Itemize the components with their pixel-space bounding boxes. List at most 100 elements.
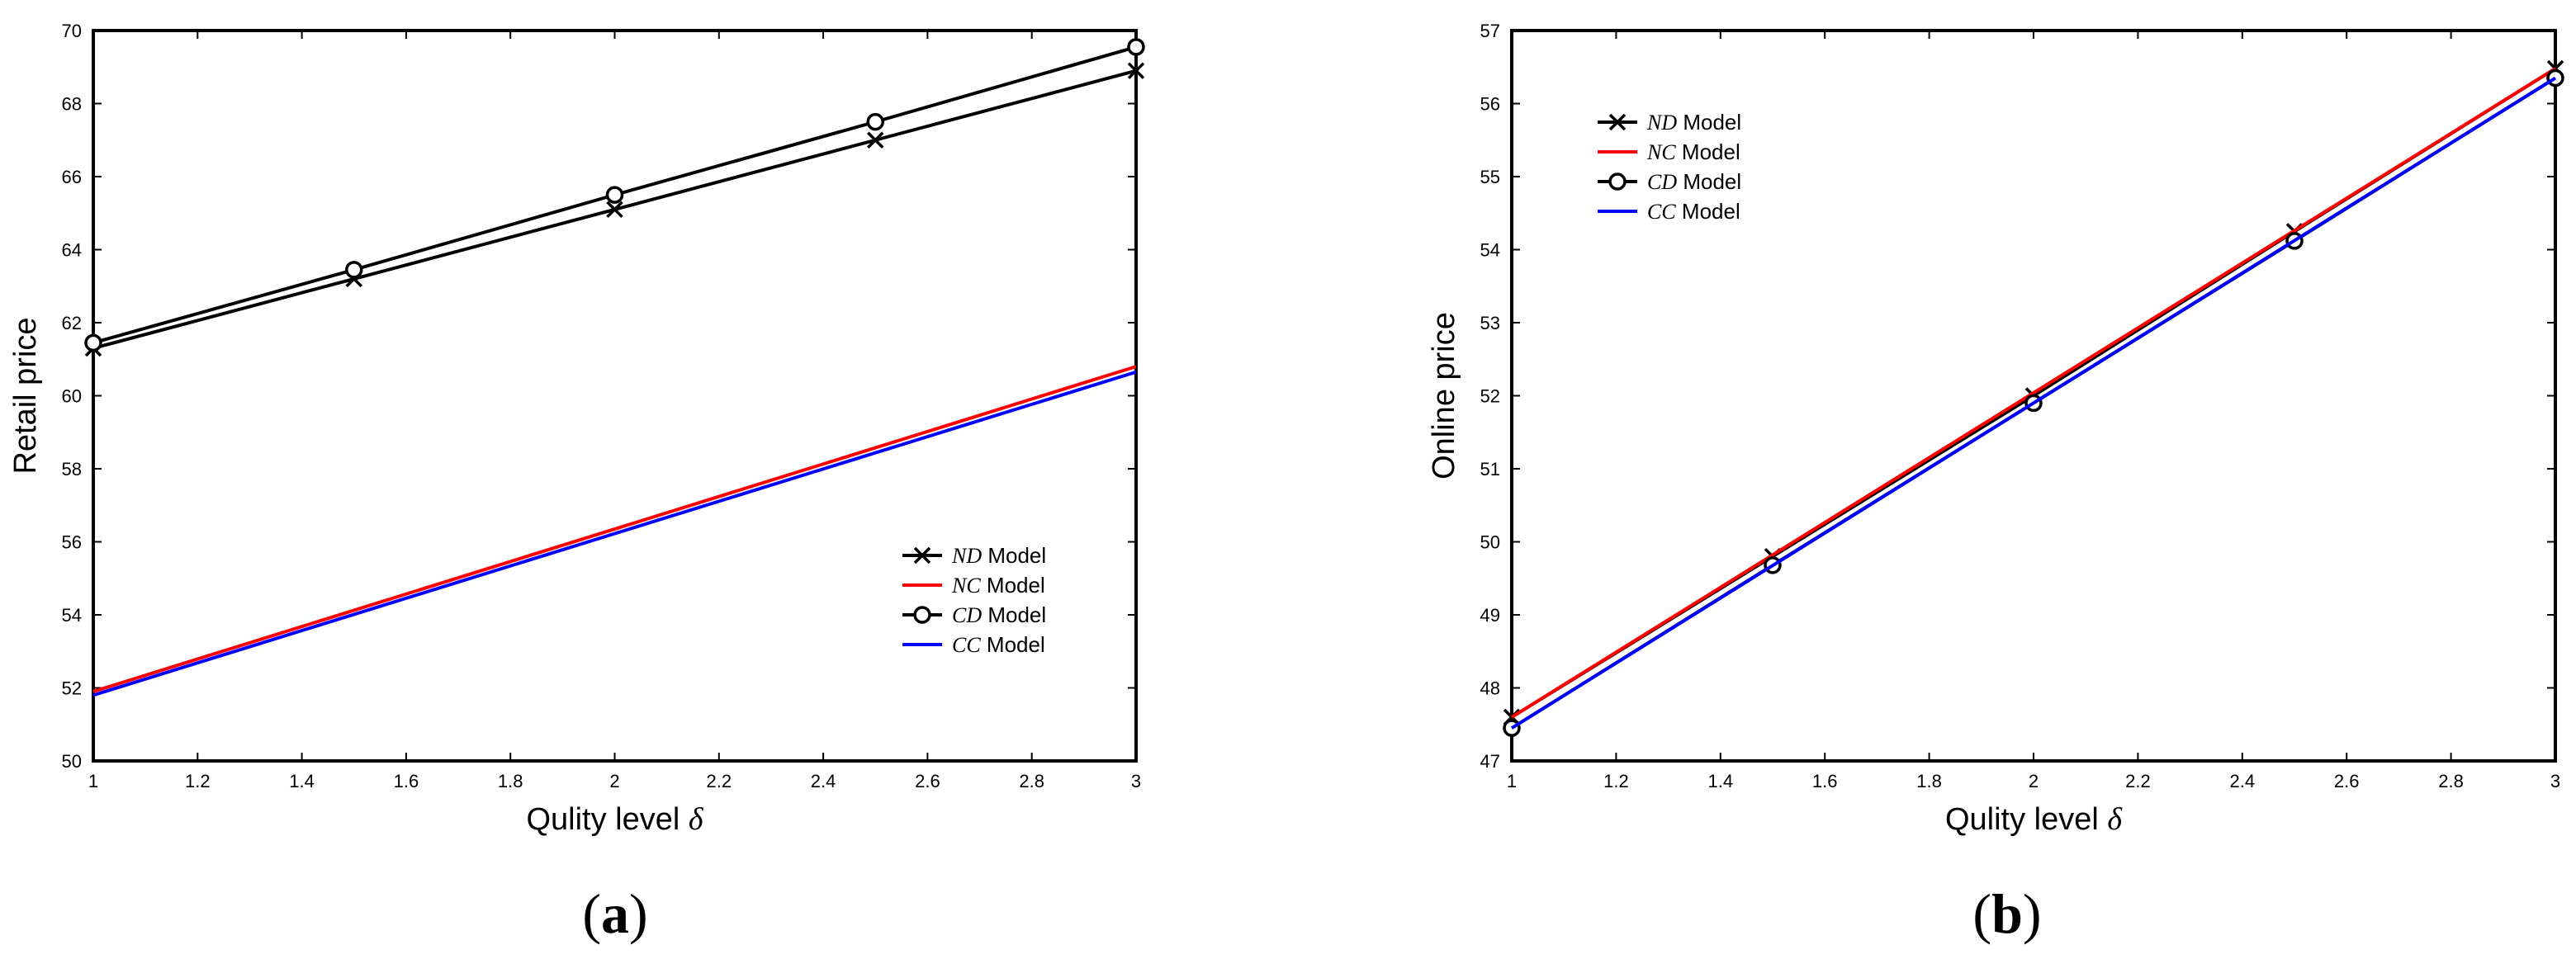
series-group [84,38,1145,697]
data-point-cd [1127,38,1145,56]
panel-label: (a) [582,882,647,945]
y-tick-label: 66 [62,167,82,187]
y-tick-label: 56 [62,532,82,553]
x-tick-label: 2 [2029,771,2039,791]
legend-label-suffix: Model [1676,139,1740,164]
legend-label-model-code: CC [1647,200,1676,224]
panel-label-part: ) [629,882,648,945]
y-tick-label: 51 [1480,459,1500,480]
legend-label-suffix: Model [982,543,1046,568]
legend-label-suffix: Model [982,602,1046,627]
legend-label: CD Model [1647,169,1741,194]
legend-marker [913,606,931,624]
legend-marker-stroke-b [1608,113,1627,131]
series-line-nc [92,365,1137,693]
legend-label-suffix: Model [981,632,1045,657]
legend-label: CD Model [952,602,1046,627]
x-tick-label: 3 [2550,771,2560,791]
x-tick-label: 2 [609,771,619,791]
series-group [1503,59,2564,737]
x-tick-label: 1.2 [1603,771,1629,791]
legend-label: ND Model [1646,110,1741,135]
data-point-cd [345,261,363,279]
legend-label-model-code: NC [1646,140,1676,164]
x-tick-label: 1.6 [394,771,419,791]
legend-label-suffix: Model [1677,169,1741,194]
x-tick-label: 2.4 [811,771,836,791]
x-tick-label: 2.4 [2230,771,2256,791]
x-axis-label-text: Qulity level [1945,802,2107,837]
data-point-cd [84,333,102,352]
panel-label-part: ) [2023,882,2042,945]
legend-label: CC Model [1647,199,1740,224]
y-tick-label: 70 [62,21,82,41]
chart-panel-b: 1 1.2 1.4 1.6 1.8 2 2.2 2.4 2.6 2.8 3 47 48 49 50 51 52 5… [1427,21,2564,945]
x-tick-label: 1 [88,771,98,791]
data-point-nd-stroke-b [606,201,623,219]
x-tick-label: 2.6 [2334,771,2360,791]
chart-panel-a: 1 1.2 1.4 1.6 1.8 2 2.2 2.4 2.6 2.8 3 50 52 54 56 58 60 6… [8,21,1145,945]
legend-marker [1608,172,1627,191]
x-tick-label: 1.8 [498,771,523,791]
data-point-nd [606,201,623,219]
x-tick-label: 1.4 [1708,771,1734,791]
y-tick-label: 55 [1480,167,1500,187]
legend-label-model-code: CC [952,633,981,657]
legend-item-nd: ND Model [902,543,1046,568]
legend-marker-stroke-b [913,546,931,565]
legend-label: NC Model [1646,139,1740,164]
x-tick-label: 1.6 [1812,771,1838,791]
data-point-nd [1127,62,1145,79]
x-tick-label: 1 [1507,771,1517,791]
y-tick-label: 49 [1480,605,1500,626]
y-tick-label: 54 [62,605,82,626]
x-tick-label: 2.8 [1019,771,1044,791]
y-axis-label: Online price [1427,312,1461,480]
series-line-nc [1510,67,2557,719]
legend-label-model-code: ND [1646,111,1677,135]
data-point-cd [605,186,624,204]
y-tick-label: 50 [62,751,82,772]
y-tick-label: 52 [62,678,82,699]
legend-item-nd: ND Model [1598,110,1741,135]
x-tick-label: 2.8 [2438,771,2464,791]
y-tick-label: 52 [1480,386,1500,407]
series-cc [1510,76,2557,730]
y-tick-label: 47 [1480,751,1500,772]
legend-item-nc: NC Model [1598,139,1740,164]
legend-marker [1608,113,1627,131]
legend-label-suffix: Model [1676,199,1740,224]
y-tick-label: 68 [62,94,82,115]
data-point-nd-stroke-b [867,131,884,149]
x-axis-label-text: Qulity level [526,802,688,837]
x-tick-label: 2.2 [2125,771,2151,791]
legend-item-cc: CC Model [902,632,1045,657]
series-cc [92,370,1137,697]
x-axis-label: Qulity level δ [1945,802,2123,837]
series-line-cc [1510,76,2557,730]
y-tick-label: 62 [62,313,82,333]
y-tick-label: 56 [1480,94,1500,115]
panel-label-part: a [601,882,629,945]
x-tick-label: 1.8 [1916,771,1942,791]
legend-label-model-code: CD [1647,170,1677,194]
x-axis-label-symbol: δ [689,802,704,837]
y-tick-label: 58 [62,459,82,480]
data-point-cd [866,112,884,131]
legend-item-cd: CD Model [902,602,1046,627]
y-tick-label: 60 [62,386,82,407]
legend-marker [913,546,931,565]
legend-label-model-code: CD [952,603,982,627]
series-line-cc [92,370,1137,697]
x-tick-label: 2.2 [707,771,732,791]
legend-label-model-code: ND [951,544,982,568]
legend-item-nc: NC Model [902,573,1045,598]
x-tick-label: 3 [1131,771,1141,791]
y-tick-label: 50 [1480,532,1500,553]
x-tick-label: 1.4 [289,771,315,791]
legend-label-suffix: Model [1677,110,1741,135]
legend-item-cd: CD Model [1598,169,1741,194]
x-axis-label: Qulity level δ [526,802,703,837]
